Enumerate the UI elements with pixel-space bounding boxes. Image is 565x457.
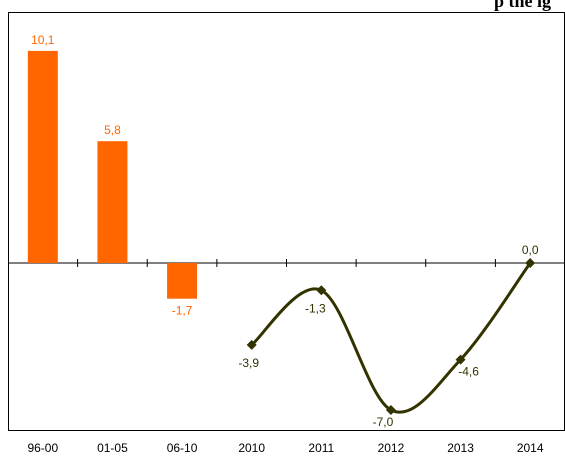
bar-data-label: 5,8 (104, 123, 121, 137)
bar-data-label: -1,7 (172, 304, 193, 318)
x-tick-label: 2010 (238, 441, 265, 455)
x-tick-label: 06-10 (167, 441, 198, 455)
line-point-2014 (525, 258, 536, 268)
line-point-2012 (385, 405, 396, 415)
line-data-label: 0,0 (522, 243, 539, 257)
line-point-2011 (316, 285, 327, 296)
line-series-path (250, 262, 532, 414)
x-tick-label: 2013 (447, 441, 474, 455)
x-tick-label: 2011 (308, 441, 334, 455)
bar-01-05 (97, 141, 128, 263)
line-point-2013 (455, 354, 466, 365)
bar-96-00 (27, 50, 58, 264)
line-data-label: -3,9 (238, 356, 259, 370)
x-tick-label: 01-05 (97, 441, 128, 455)
bar-06-10 (167, 263, 198, 299)
line-point-2010 (246, 339, 257, 350)
x-tick-label: 2012 (378, 441, 405, 455)
line-data-label: -4,6 (458, 365, 479, 379)
plot-frame (8, 12, 565, 431)
chart-title: p the ig (493, 0, 551, 11)
x-tick-label: 96-00 (27, 441, 58, 455)
line-data-label: -7,0 (373, 415, 394, 429)
x-tick-label: 2014 (517, 441, 544, 455)
bar-data-label: 10,1 (31, 33, 55, 47)
line-data-label: -1,3 (305, 301, 326, 315)
